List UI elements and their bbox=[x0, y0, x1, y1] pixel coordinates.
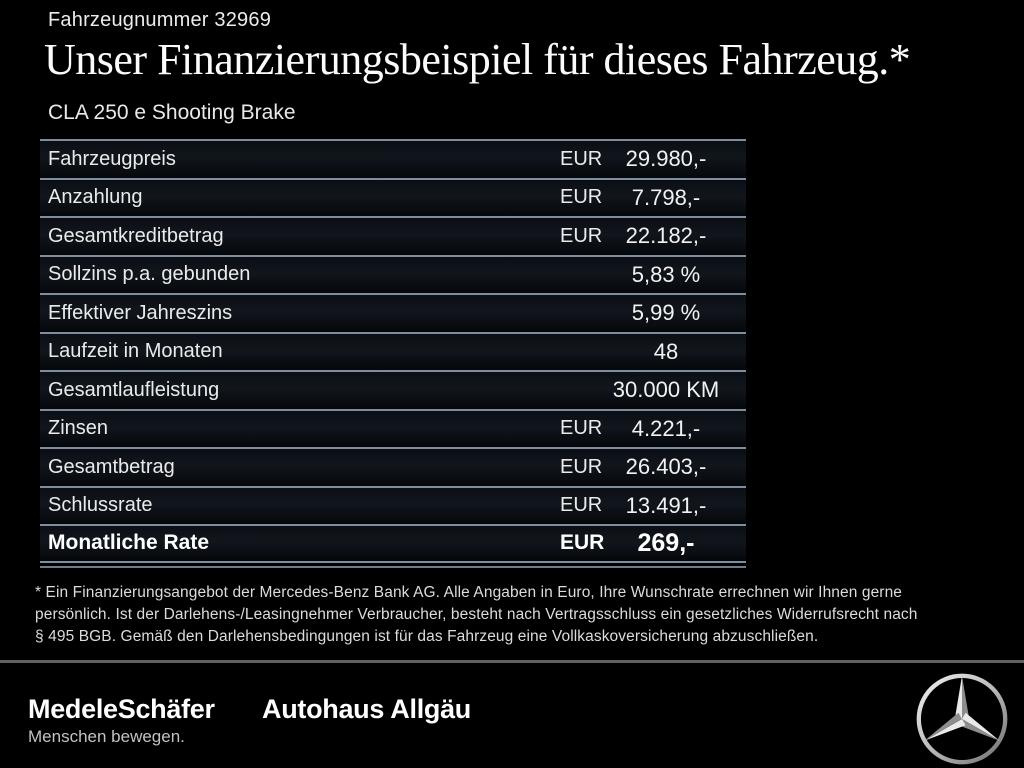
footnote-line: * Ein Finanzierungsangebot der Mercedes-… bbox=[35, 584, 903, 601]
row-currency: EUR bbox=[560, 224, 603, 247]
vehicle-model: CLA 250 e Shooting Brake bbox=[48, 101, 296, 124]
row-label: Gesamtbetrag bbox=[48, 455, 175, 478]
table-bottom-line bbox=[40, 566, 746, 568]
vehicle-number: Fahrzeugnummer 32969 bbox=[48, 9, 272, 31]
table-row: Schlussrate EUR 13.491,- bbox=[40, 485, 746, 524]
row-value: 29.980,- bbox=[625, 146, 707, 172]
row-value: 13.491,- bbox=[625, 492, 707, 518]
dealer-logo-autohaus-allgaeu: Autohaus Allgäu bbox=[262, 694, 471, 724]
row-label: Fahrzeugpreis bbox=[48, 147, 176, 170]
table-row: Gesamtbetrag EUR 26.403,- bbox=[40, 447, 746, 486]
dealer-tagline: Menschen bewegen. bbox=[28, 727, 185, 746]
row-currency: EUR bbox=[560, 455, 603, 478]
row-label: Schlussrate bbox=[48, 494, 153, 517]
table-row: Fahrzeugpreis EUR 29.980,- bbox=[40, 139, 746, 178]
footnote-line: persönlich. Ist der Darlehens-/Leasingne… bbox=[35, 606, 918, 623]
row-label: Anzahlung bbox=[48, 186, 143, 209]
row-value: 5,99 % bbox=[631, 300, 701, 326]
footer-divider bbox=[0, 660, 1024, 663]
row-value: 30.000 KM bbox=[612, 377, 720, 403]
table-row: Anzahlung EUR 7.798,- bbox=[40, 177, 746, 216]
table-row: Sollzins p.a. gebunden 5,83 % bbox=[40, 254, 746, 293]
table-row: Gesamtkreditbetrag EUR 22.182,- bbox=[40, 216, 746, 255]
row-label: Zinsen bbox=[48, 417, 109, 440]
footnote: * Ein Finanzierungsangebot der Mercedes-… bbox=[35, 582, 1000, 648]
row-currency: EUR bbox=[560, 531, 605, 555]
row-value: 22.182,- bbox=[625, 223, 707, 249]
footer: MedeleSchäfer Menschen bewegen. Autohaus… bbox=[0, 663, 1024, 768]
row-value: 26.403,- bbox=[625, 454, 707, 480]
table-row: Effektiver Jahreszins 5,99 % bbox=[40, 293, 746, 332]
row-value: 269,- bbox=[637, 528, 695, 557]
row-label: Sollzins p.a. gebunden bbox=[48, 263, 251, 286]
dealer-logo-medele-schaefer: MedeleSchäfer bbox=[28, 694, 215, 724]
row-currency: EUR bbox=[560, 417, 603, 440]
row-currency: EUR bbox=[560, 494, 603, 517]
row-value: 48 bbox=[653, 338, 679, 364]
footnote-line: § 495 BGB. Gemäß den Darlehensbedingunge… bbox=[35, 628, 819, 645]
row-label: Monatliche Rate bbox=[48, 531, 210, 555]
table-row-monthly-rate: Monatliche Rate EUR 269,- bbox=[40, 524, 746, 563]
row-label: Gesamtlaufleistung bbox=[48, 378, 220, 401]
row-currency: EUR bbox=[560, 147, 603, 170]
page-title: Unser Finanzierungsbeispiel für dieses F… bbox=[44, 35, 911, 84]
table-row: Laufzeit in Monaten 48 bbox=[40, 331, 746, 370]
mercedes-star-icon bbox=[916, 673, 1008, 765]
row-value: 7.798,- bbox=[631, 184, 701, 210]
row-currency: EUR bbox=[560, 186, 603, 209]
financing-table: Fahrzeugpreis EUR 29.980,- Anzahlung EUR… bbox=[40, 139, 746, 563]
row-label: Laufzeit in Monaten bbox=[48, 340, 223, 363]
table-row: Zinsen EUR 4.221,- bbox=[40, 408, 746, 447]
row-label: Effektiver Jahreszins bbox=[48, 301, 233, 324]
row-value: 4.221,- bbox=[631, 415, 701, 441]
row-value: 5,83 % bbox=[631, 261, 701, 287]
row-label: Gesamtkreditbetrag bbox=[48, 224, 224, 247]
table-row: Gesamtlaufleistung 30.000 KM bbox=[40, 370, 746, 409]
